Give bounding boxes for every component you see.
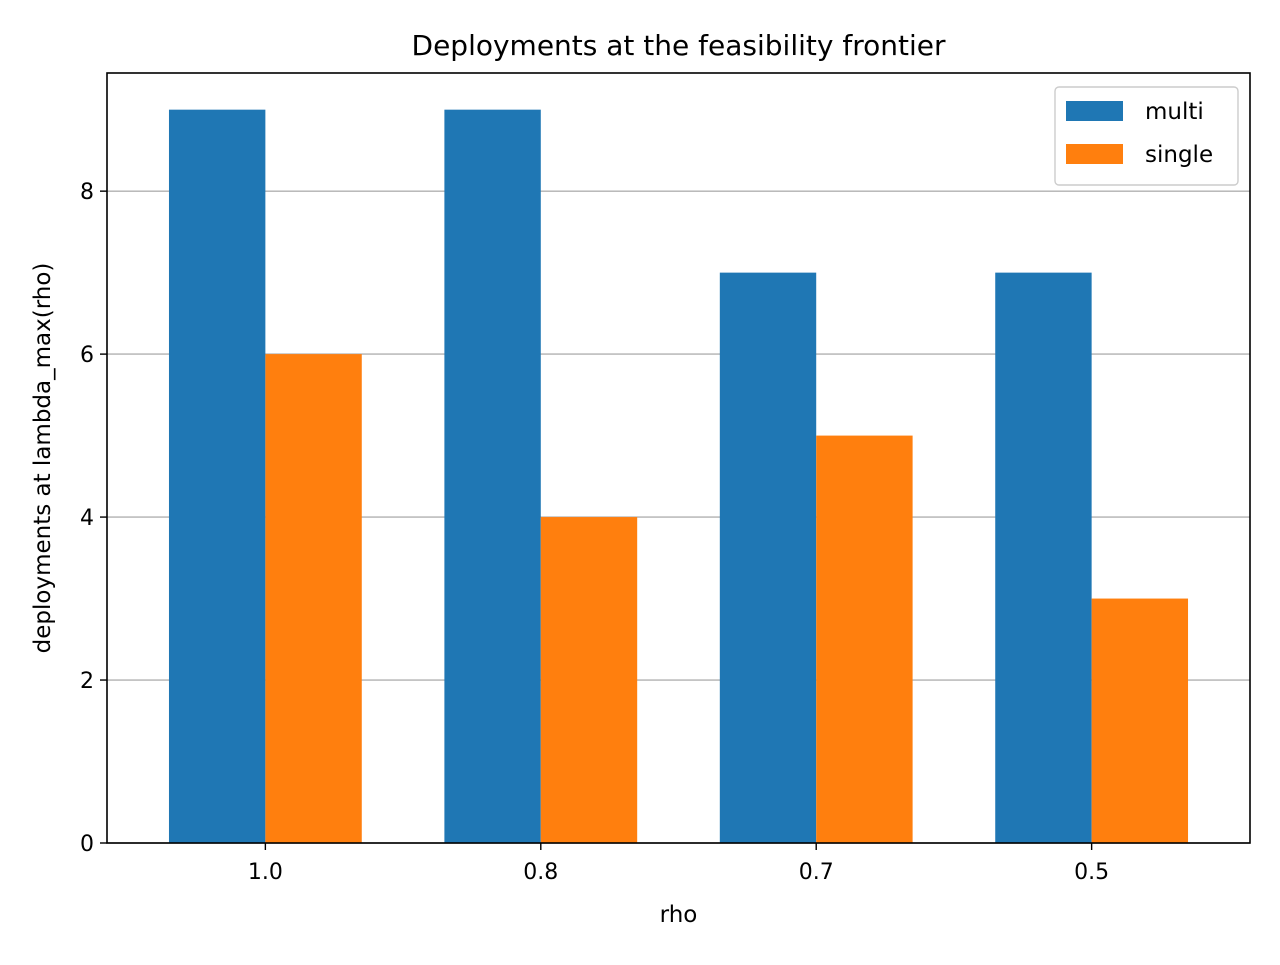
legend: multi single — [1054, 86, 1239, 186]
legend-swatch-multi — [1066, 101, 1123, 121]
axis-ticks: 0 2 4 6 8 1.0 0.8 0.7 0.5 — [80, 180, 1109, 885]
x-tick-label: 1.0 — [248, 860, 283, 885]
y-tick-label: 4 — [80, 506, 94, 531]
x-tick-label: 0.8 — [523, 860, 558, 885]
bar-single-1.0 — [265, 354, 362, 843]
y-tick-label: 0 — [80, 832, 94, 857]
bar-multi-0.5 — [995, 272, 1092, 843]
bars — [168, 109, 1189, 843]
legend-swatch-single — [1066, 144, 1123, 164]
y-axis-label: deployments at lambda_max(rho) — [30, 263, 56, 654]
chart-title: Deployments at the feasibility frontier — [412, 29, 946, 62]
legend-label-multi: multi — [1145, 99, 1204, 125]
bar-multi-0.8 — [444, 109, 541, 843]
x-tick-label: 0.7 — [799, 860, 834, 885]
bar-multi-1.0 — [168, 109, 266, 843]
legend-label-single: single — [1145, 142, 1213, 168]
bar-single-0.8 — [540, 517, 638, 843]
x-tick-label: 0.5 — [1074, 860, 1109, 885]
plot-frame — [106, 72, 1251, 844]
y-tick-label: 2 — [80, 669, 94, 694]
y-tick-label: 6 — [80, 343, 94, 368]
y-tick-label: 8 — [80, 180, 94, 205]
bar-multi-0.7 — [719, 272, 817, 843]
bar-single-0.7 — [816, 435, 913, 843]
x-axis-label: rho — [660, 902, 698, 928]
bar-single-0.5 — [1091, 598, 1189, 843]
